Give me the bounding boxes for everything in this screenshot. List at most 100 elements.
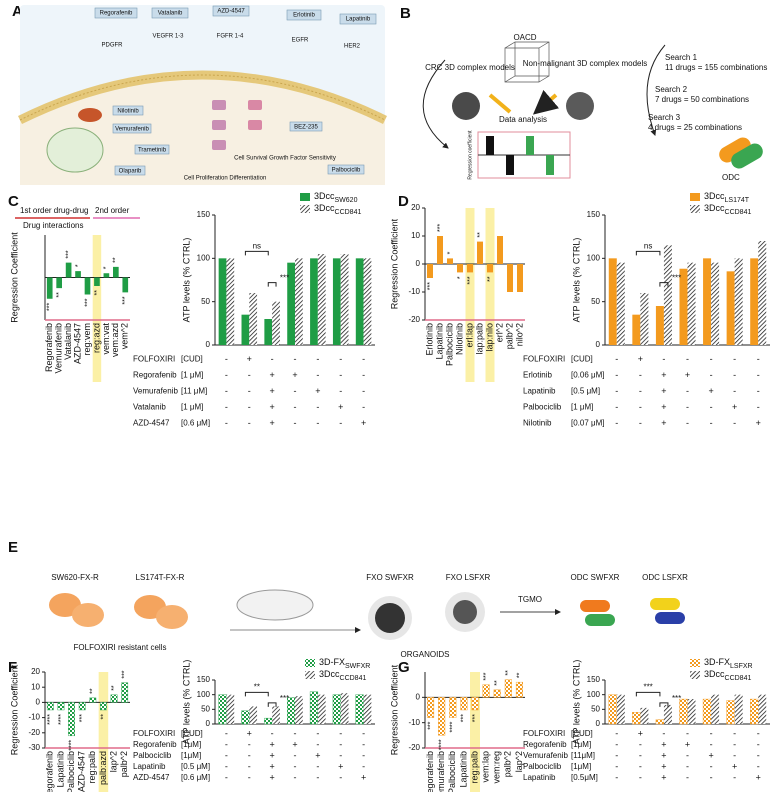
annotation: ** [254, 682, 260, 691]
condition-dose: [0.5 μM] [181, 762, 210, 771]
bar [616, 694, 625, 724]
y-tick-label: 20 [411, 203, 420, 212]
drug-box [289, 121, 323, 132]
cell [156, 605, 188, 629]
y-tick-label: 10 [411, 231, 420, 240]
bracket [267, 282, 277, 287]
x-tick-label: nilo^2 [514, 323, 524, 346]
legend-name: 3D-FX [704, 657, 730, 667]
x-tick-label: palb:azd [98, 751, 108, 785]
y-axis-label: Regression Coefficient [389, 664, 399, 755]
condition-sign: + [685, 370, 690, 380]
condition-sign: - [294, 772, 297, 782]
annotation: *** [280, 274, 289, 283]
bar [758, 241, 767, 345]
condition-sign: - [225, 739, 228, 749]
condition-sign: - [271, 354, 274, 364]
highlight-band [98, 672, 109, 792]
condition-drug: AZD-4547 [133, 773, 170, 782]
condition-sign: - [271, 728, 274, 738]
condition-sign: - [686, 386, 689, 396]
legend-label: 3DccSW620 [314, 191, 358, 203]
legend-label: 3DccCCD841 [704, 669, 751, 681]
condition-sign: + [247, 728, 252, 738]
bar [57, 702, 65, 711]
arrow [422, 59, 449, 149]
significance: **** [439, 739, 446, 750]
bar [438, 697, 446, 736]
x-tick-label: Palbociclib [66, 751, 76, 792]
bracket [659, 282, 669, 287]
significance: *** [79, 714, 86, 722]
panel-label: A [12, 3, 23, 20]
significance: ** [94, 290, 101, 296]
annotation: *** [643, 682, 652, 691]
drug: Trametinib [138, 148, 167, 154]
condition-sign: + [732, 402, 737, 412]
x-tick-label: Lapatinib [434, 323, 444, 360]
capsule [650, 598, 680, 610]
bracket [635, 691, 661, 697]
drug-box [151, 7, 189, 19]
y-tick-label: 100 [587, 253, 601, 262]
condition-dose: [1μM] [181, 740, 201, 749]
bar [711, 694, 720, 724]
legend-subscript: LSFXR [730, 663, 753, 670]
drug: Olaparib [119, 169, 142, 175]
legend-label: 3D-FXLSFXR [704, 657, 753, 669]
condition-sign: + [661, 386, 666, 396]
condition-sign: - [294, 761, 297, 771]
condition-sign: + [270, 772, 275, 782]
outcome: Cell Survival Growth Factor Sensitivity [234, 156, 336, 162]
condition-sign: - [733, 354, 736, 364]
y-tick-label: -10 [408, 287, 420, 296]
bar [504, 679, 512, 698]
bar [363, 694, 372, 724]
condition-sign: + [732, 761, 737, 771]
condition-sign: - [362, 761, 365, 771]
condition-sign: + [338, 761, 343, 771]
significance: *** [65, 250, 72, 258]
bar [355, 694, 364, 725]
legend-subscript: SWFXR [345, 663, 370, 670]
bar [249, 706, 258, 724]
x-tick-label: AZD-4547 [72, 323, 82, 364]
bracket [244, 250, 269, 256]
bar [272, 706, 280, 724]
legend-subscript: CCD841 [340, 675, 367, 682]
label: Non-malignant 3D complex models [523, 59, 648, 68]
drug: Lapatinib [346, 17, 371, 23]
bar [103, 273, 110, 278]
condition-dose: [0.6 μM] [181, 773, 210, 782]
condition-sign: - [225, 354, 228, 364]
bar [632, 314, 641, 345]
y-tick-label: 150 [197, 675, 211, 684]
significance: ** [477, 232, 484, 238]
cube [504, 41, 550, 83]
nucleus [46, 127, 104, 173]
drug: Regorafenib [100, 11, 133, 17]
condition-sign: + [270, 750, 275, 760]
condition-sign: + [708, 386, 713, 396]
drug: AZD-4547 [217, 9, 245, 15]
bar [515, 681, 523, 698]
bar [517, 264, 523, 292]
condition-sign: - [615, 739, 618, 749]
mini-bar [486, 136, 494, 155]
condition-sign: - [362, 386, 365, 396]
y-tick-label: 150 [197, 210, 211, 219]
significance: **** [450, 721, 457, 732]
annotation: *** [672, 694, 681, 703]
bar [497, 236, 503, 264]
bar [309, 691, 319, 725]
bar [758, 694, 767, 724]
y-axis-label: Regression Coefficient [9, 664, 19, 755]
condition-sign: - [362, 728, 365, 738]
x-tick-label: reg:vem [82, 323, 92, 356]
drug-box [94, 7, 138, 19]
annotation: *** [280, 694, 289, 703]
x-tick-label: lap:nilo [484, 323, 494, 352]
bracket [244, 691, 269, 697]
condition-sign: - [248, 418, 251, 428]
